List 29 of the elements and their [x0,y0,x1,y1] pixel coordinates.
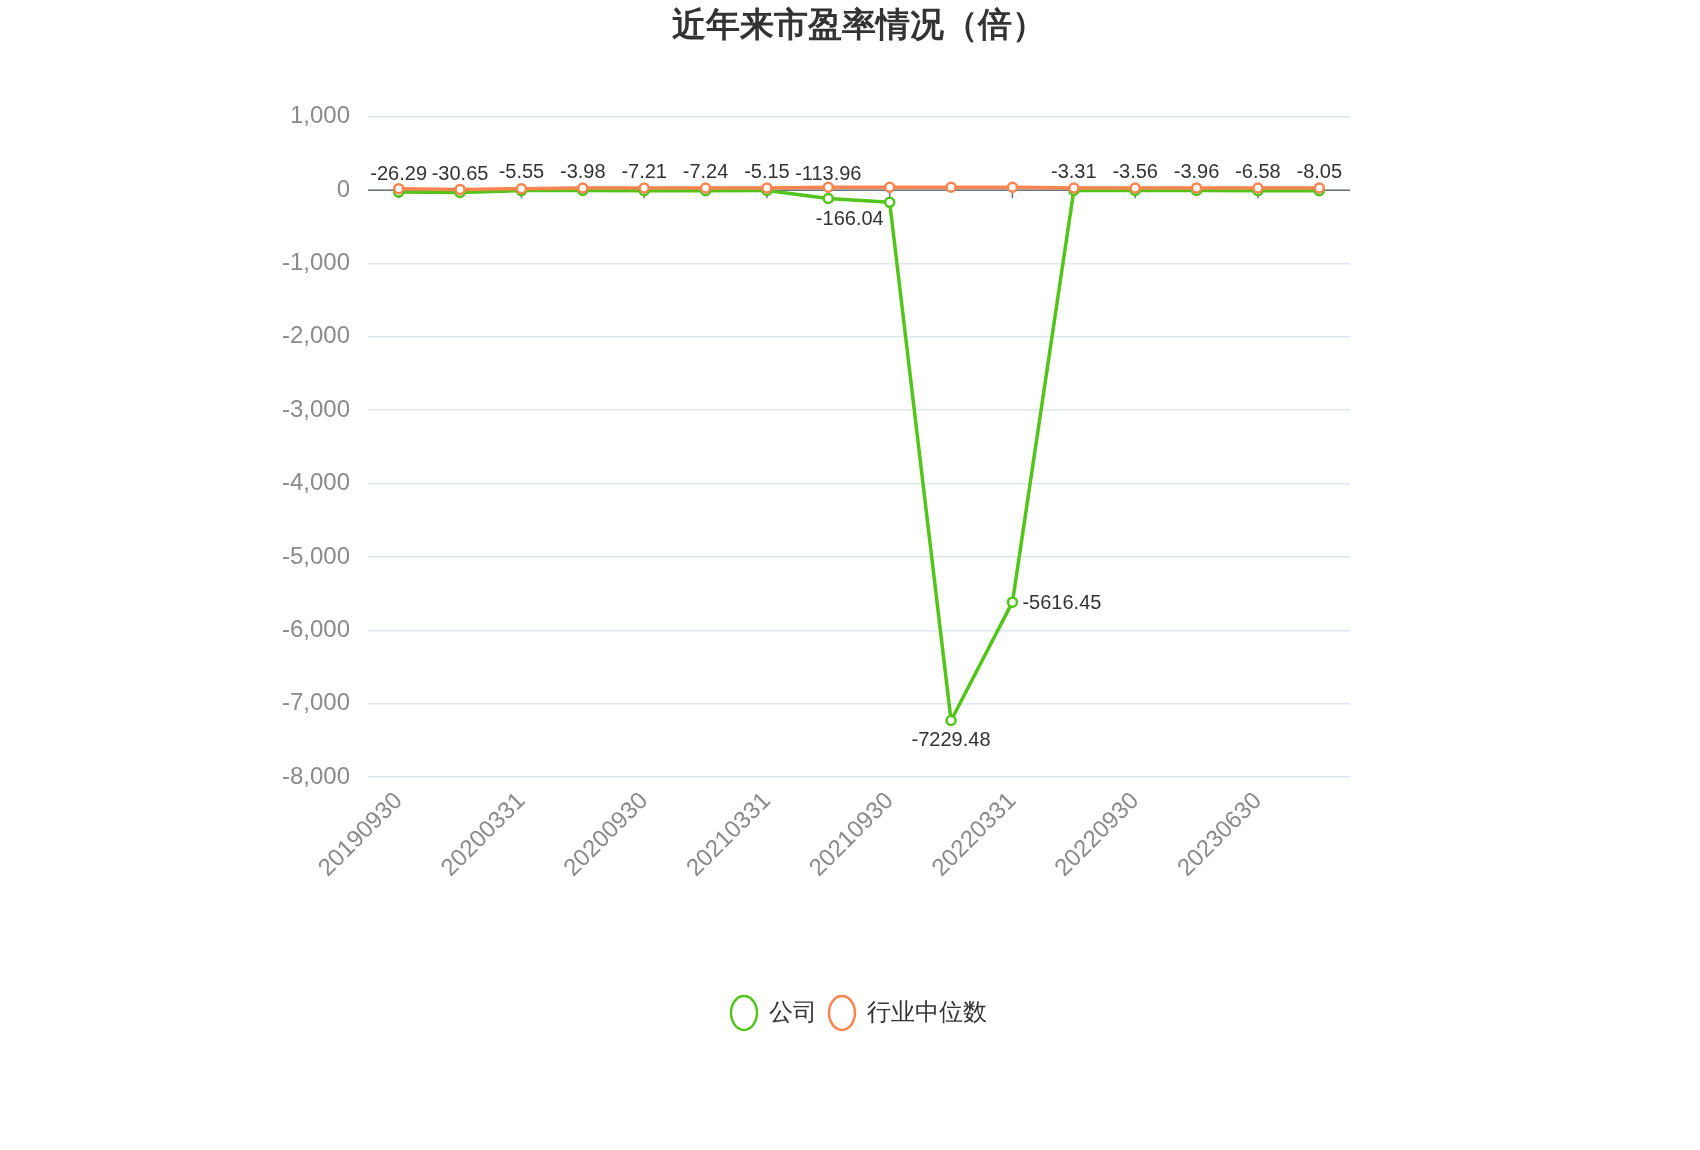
y-tick-label: -2,000 [281,321,350,349]
data-label: -5616.45 [1022,590,1102,613]
data-label: -3.96 [1173,159,1220,182]
data-label: -7.21 [621,160,667,183]
data-label: -5.55 [498,160,545,183]
y-tick-label: -7,000 [281,688,350,716]
data-label: -3.56 [1112,159,1158,182]
data-label: -3.98 [560,159,606,182]
y-tick-label: -6,000 [281,614,350,642]
data-label: -7229.48 [911,727,991,750]
y-tick-label: 1,000 [289,101,350,129]
y-tick-label: -3,000 [281,394,350,422]
data-label: -6.58 [1235,160,1281,183]
legend-label: 行业中位数 [867,997,987,1025]
chart-title: 近年来市盈率情况（倍） [672,4,1046,43]
data-label: -113.96 [795,162,862,185]
legend-label: 公司 [769,997,817,1025]
data-label: -8.05 [1296,160,1343,183]
data-label: -5.15 [744,160,790,183]
data-label: -7.24 [682,160,729,183]
data-label: -26.29 [370,161,428,184]
data-label: -30.65 [431,161,489,184]
data-label: -3.31 [1051,159,1097,182]
y-tick-label: -5,000 [281,541,350,569]
y-tick-label: 0 [336,174,350,202]
y-tick-label: -8,000 [281,761,350,789]
y-tick-label: -4,000 [281,468,350,496]
y-tick-label: -1,000 [281,248,350,276]
data-label: -166.04 [815,206,884,229]
